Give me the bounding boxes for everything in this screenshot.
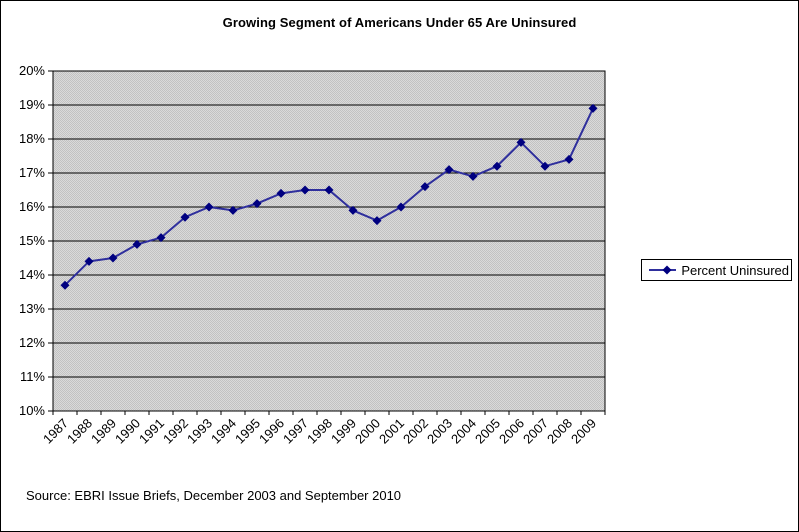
- data-point: [204, 202, 214, 212]
- data-point: [540, 161, 550, 171]
- x-tick-label: 1987: [40, 416, 71, 447]
- x-tick-label: 1993: [184, 416, 215, 447]
- y-tick-label: 11%: [20, 369, 45, 384]
- data-point: [324, 185, 334, 195]
- data-point: [444, 165, 454, 175]
- data-point: [372, 216, 382, 226]
- y-tick-label: 10%: [19, 403, 45, 418]
- x-tick-label: 2004: [448, 416, 479, 447]
- y-axis-ticks: [48, 70, 53, 412]
- data-point: [564, 154, 574, 164]
- x-tick-label: 2005: [472, 416, 503, 447]
- y-tick-label: 17%: [19, 165, 45, 180]
- data-point: [396, 202, 406, 212]
- data-point: [348, 205, 358, 215]
- y-tick-label: 14%: [19, 267, 45, 282]
- plot-border: [52, 70, 606, 412]
- x-tick-label: 1997: [280, 416, 311, 447]
- y-tick-label: 20%: [19, 63, 45, 78]
- x-tick-label: 2006: [496, 416, 527, 447]
- x-tick-label: 1992: [160, 416, 191, 447]
- x-tick-label: 1991: [136, 416, 167, 447]
- data-point: [180, 212, 190, 222]
- y-tick-label: 19%: [19, 97, 45, 112]
- x-axis-labels: 1987198819891990199119921993199419951996…: [40, 416, 599, 447]
- y-tick-label: 12%: [19, 335, 45, 350]
- x-tick-label: 1988: [64, 416, 95, 447]
- data-point: [132, 239, 142, 249]
- legend-marker-icon: [649, 265, 677, 275]
- x-tick-label: 1999: [328, 416, 359, 447]
- x-tick-label: 2000: [352, 416, 383, 447]
- x-tick-label: 2002: [400, 416, 431, 447]
- x-tick-label: 1998: [304, 416, 335, 447]
- gridlines: [53, 104, 605, 378]
- data-point: [108, 253, 118, 263]
- data-point: [588, 103, 598, 113]
- y-axis-labels: 10% 11% 12% 13% 14% 15% 16% 17% 18% 19% 20%: [19, 63, 45, 418]
- x-tick-label: 2007: [520, 416, 551, 447]
- data-point: [516, 137, 526, 147]
- data-point: [252, 199, 262, 209]
- data-point: [300, 185, 310, 195]
- legend: Percent Uninsured: [641, 259, 792, 281]
- x-tick-label: 1996: [256, 416, 287, 447]
- x-tick-label: 1995: [232, 416, 263, 447]
- y-tick-label: 13%: [19, 301, 45, 316]
- data-point: [60, 280, 70, 290]
- series-markers: [60, 103, 598, 290]
- x-tick-label: 2009: [568, 416, 599, 447]
- data-point: [492, 161, 502, 171]
- x-tick-label: 1994: [208, 416, 239, 447]
- x-axis-ticks: [52, 411, 606, 415]
- legend-label: Percent Uninsured: [681, 262, 789, 278]
- x-tick-label: 1990: [112, 416, 143, 447]
- y-tick-label: 15%: [19, 233, 45, 248]
- x-tick-label: 1989: [88, 416, 119, 447]
- data-point: [156, 233, 166, 243]
- data-point: [420, 182, 430, 192]
- y-tick-label: 16%: [19, 199, 45, 214]
- x-tick-label: 2003: [424, 416, 455, 447]
- y-tick-label: 18%: [19, 131, 45, 146]
- data-point: [468, 171, 478, 181]
- chart-title: Growing Segment of Americans Under 65 Ar…: [222, 15, 577, 30]
- data-point: [228, 205, 238, 215]
- x-tick-label: 2001: [376, 416, 407, 447]
- data-point: [276, 188, 286, 198]
- source-note: Source: EBRI Issue Briefs, December 2003…: [26, 488, 402, 503]
- data-point: [84, 256, 94, 266]
- x-tick-label: 2008: [544, 416, 575, 447]
